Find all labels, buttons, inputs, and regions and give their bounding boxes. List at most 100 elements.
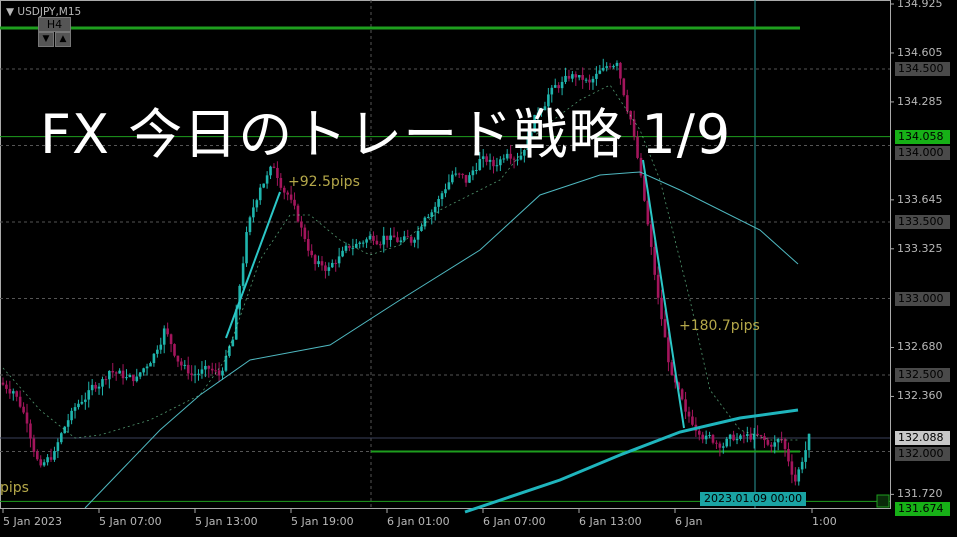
candle-body	[135, 376, 139, 382]
candle-body	[653, 246, 656, 275]
candle-body	[344, 245, 348, 251]
pips-annotation-down: +180.7pips	[679, 318, 760, 334]
price-tick-label: 133.645	[897, 192, 943, 206]
candle-body	[461, 173, 464, 175]
candle-body	[252, 207, 255, 218]
candle-body	[310, 250, 313, 256]
candle-body	[300, 221, 303, 228]
time-tick-label: 5 Jan 2023	[3, 515, 62, 528]
candle-body	[447, 182, 451, 190]
candle-body	[169, 334, 173, 345]
candle-body	[361, 242, 365, 244]
price-label-grid: 134.500	[895, 62, 950, 77]
timeframe-button[interactable]: H4	[38, 17, 71, 32]
candle-body	[327, 267, 331, 271]
candle-body	[759, 435, 763, 437]
candle-body	[145, 366, 149, 369]
candle-body	[197, 373, 200, 375]
dropdown-icon[interactable]: ▼	[6, 6, 18, 18]
candle-body	[571, 74, 574, 79]
candle-body	[509, 153, 512, 159]
candle-body	[11, 391, 15, 394]
price-tick-label: 134.605	[897, 45, 943, 59]
candle-body	[128, 374, 132, 378]
candle-body	[46, 457, 49, 463]
plot-frame	[0, 0, 891, 509]
time-tick-label: 1:00	[812, 515, 837, 528]
candle-body	[293, 199, 296, 206]
time-tick-label: 6 Jan	[675, 515, 703, 528]
candle-body	[114, 372, 118, 374]
timeframe-up-button[interactable]: ▲	[55, 32, 71, 47]
candle-body	[330, 262, 334, 268]
candle-body	[125, 377, 128, 379]
candle-body	[382, 235, 386, 245]
candle-body	[677, 382, 681, 390]
overlay-title: FX 今日のトレード戦略 1/9	[40, 103, 732, 166]
candle-body	[269, 166, 272, 176]
time-tick-label: 5 Jan 19:00	[291, 515, 354, 528]
candle-body	[742, 435, 746, 437]
candle-body	[608, 66, 612, 68]
candle-body	[770, 444, 773, 447]
candle-body	[5, 384, 8, 389]
timeframe-down-button[interactable]: ▼	[38, 32, 54, 47]
candle-body	[210, 368, 214, 371]
time-tick-label: 5 Jan 07:00	[99, 515, 162, 528]
candle-body	[214, 370, 217, 372]
trend-line-down	[642, 159, 685, 429]
candle-body	[619, 62, 622, 79]
candle-body	[643, 175, 646, 201]
candle-body	[84, 399, 87, 402]
candle-body	[481, 156, 485, 159]
candle-body	[111, 370, 115, 373]
candle-body	[756, 433, 759, 436]
candle-body	[794, 474, 797, 482]
candle-body	[118, 370, 121, 374]
candle-body	[639, 157, 643, 176]
candle-body	[773, 442, 777, 447]
candle-body	[495, 165, 499, 167]
candle-body	[173, 344, 176, 356]
candle-body	[15, 391, 19, 397]
candle-body	[104, 379, 108, 381]
candle-body	[547, 94, 550, 107]
candle-body	[553, 85, 557, 88]
candle-body	[416, 230, 420, 240]
candle-body	[492, 159, 495, 167]
candle-body	[80, 401, 84, 404]
candle-body	[427, 216, 430, 218]
candle-body	[42, 462, 46, 466]
candle-body	[701, 434, 705, 440]
candle-body	[543, 106, 547, 111]
candle-body	[149, 363, 152, 367]
candle-body	[176, 355, 180, 362]
candle-body	[152, 353, 156, 364]
candle-body	[348, 245, 351, 248]
candle-body	[595, 73, 598, 79]
candle-body	[108, 370, 111, 380]
time-tick-label: 6 Jan 07:00	[483, 515, 546, 528]
candle-body	[265, 175, 269, 184]
candle-body	[183, 364, 187, 366]
candle-body	[22, 406, 25, 413]
candle-body	[533, 114, 536, 133]
candle-body	[36, 451, 39, 460]
candle-body	[276, 167, 279, 179]
candle-body	[180, 361, 183, 366]
candle-body	[231, 339, 235, 347]
candle-body	[783, 439, 787, 449]
candle-body	[632, 119, 636, 137]
candle-body	[320, 261, 324, 266]
candle-body	[190, 373, 193, 376]
candle-body	[87, 390, 91, 400]
candle-body	[413, 239, 416, 243]
candle-body	[488, 159, 492, 162]
candle-body	[529, 132, 533, 137]
candle-body	[680, 389, 684, 400]
candle-body	[591, 78, 595, 83]
candle-body	[296, 205, 300, 222]
candle-body	[379, 244, 382, 246]
